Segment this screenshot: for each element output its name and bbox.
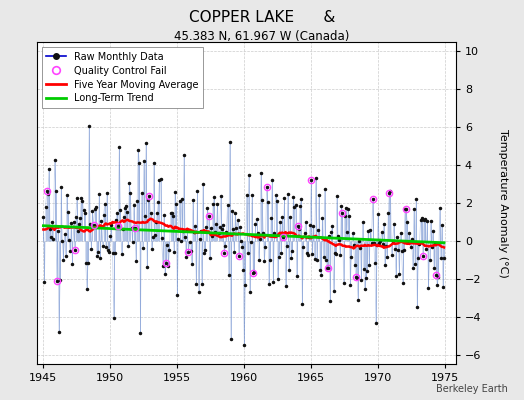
Text: COPPER LAKE      &: COPPER LAKE & — [189, 10, 335, 25]
Y-axis label: Temperature Anomaly (°C): Temperature Anomaly (°C) — [498, 129, 508, 277]
Text: 45.383 N, 61.967 W (Canada): 45.383 N, 61.967 W (Canada) — [174, 30, 350, 43]
Legend: Raw Monthly Data, Quality Control Fail, Five Year Moving Average, Long-Term Tren: Raw Monthly Data, Quality Control Fail, … — [41, 47, 203, 108]
Text: Berkeley Earth: Berkeley Earth — [436, 384, 508, 394]
